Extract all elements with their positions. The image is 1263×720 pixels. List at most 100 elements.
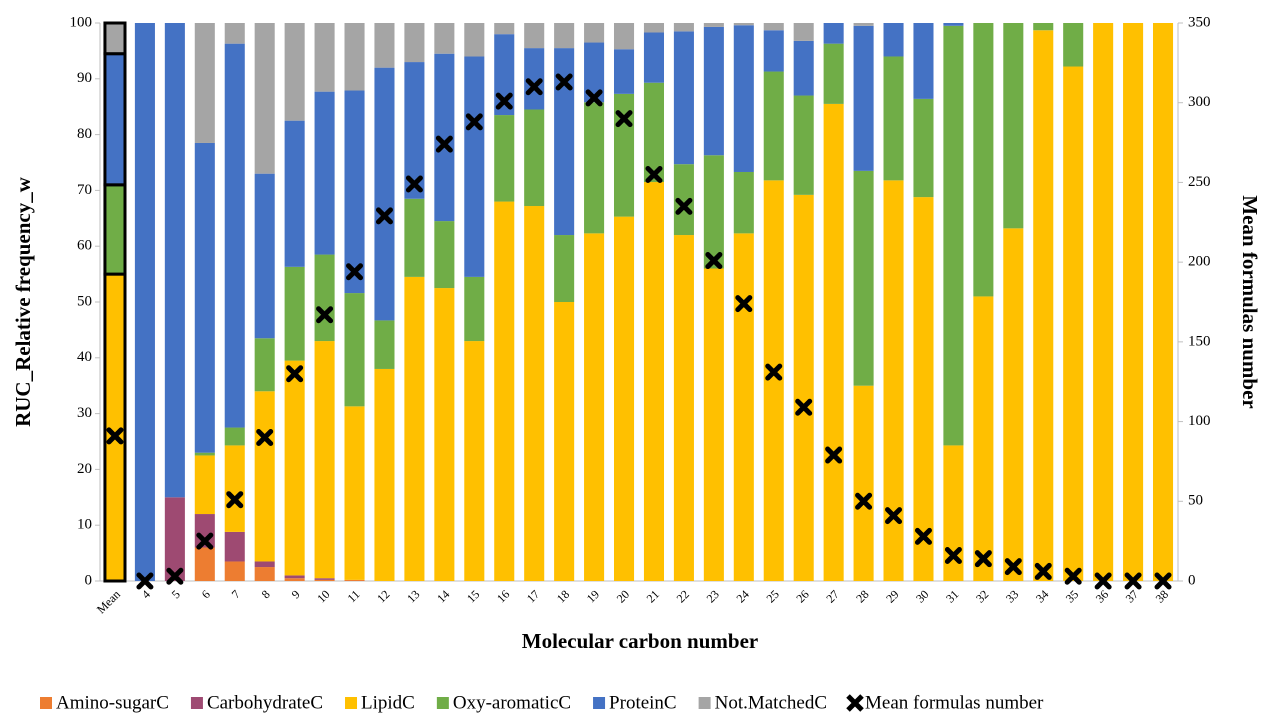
- bar-segment: [164, 497, 185, 581]
- legend-label: Oxy-aromaticC: [453, 692, 571, 713]
- marker: [885, 507, 903, 525]
- x-tick-label: 10: [314, 587, 332, 605]
- bar-segment: [913, 23, 934, 99]
- bar-segment: [823, 103, 844, 581]
- y-tick-label: 20: [77, 461, 92, 477]
- bar-segment: [224, 445, 245, 532]
- marker: [136, 572, 154, 590]
- bar-segment: [943, 445, 964, 581]
- x-tick-label: 37: [1123, 587, 1141, 605]
- y-tick-label: 40: [77, 349, 92, 365]
- bar-segment: [374, 368, 395, 581]
- legend-marker: [846, 694, 864, 712]
- bar-segment: [643, 23, 665, 33]
- x-tick-label: 16: [494, 587, 512, 605]
- bar-segment: [524, 206, 545, 582]
- bar-segment: [103, 272, 127, 583]
- bar-segment: [733, 25, 754, 172]
- legend-label: Mean formulas number: [865, 692, 1044, 713]
- bar-segment: [314, 91, 335, 255]
- bar-segment: [284, 120, 305, 267]
- y-tick-label: 60: [77, 238, 92, 254]
- bar-segment: [703, 155, 724, 269]
- x-tick-label: 11: [345, 587, 363, 605]
- marker: [226, 491, 244, 509]
- bar-segment: [883, 180, 904, 581]
- bar-segment: [883, 23, 904, 57]
- marker: [435, 135, 453, 153]
- marker: [106, 427, 124, 445]
- bar-segment: [103, 183, 127, 276]
- marker: [166, 567, 184, 585]
- marker: [1094, 572, 1112, 590]
- x-tick-label: 23: [704, 587, 722, 605]
- bar-segment: [913, 197, 934, 581]
- bar-segment: [673, 23, 694, 32]
- marker: [645, 165, 663, 183]
- bar-segment: [374, 320, 395, 369]
- bar-segment: [613, 49, 635, 94]
- bar-segment: [643, 182, 665, 581]
- x-tick-label: 6: [199, 587, 213, 601]
- marker: [196, 532, 214, 550]
- bar-segment: [374, 67, 395, 321]
- bar-segment: [703, 26, 724, 156]
- x-axis-title: Molecular carbon number: [522, 629, 758, 653]
- legend-swatch: [436, 697, 449, 709]
- x-tick-label: 12: [374, 587, 392, 605]
- marker: [405, 175, 423, 193]
- bar-segment: [584, 233, 605, 581]
- bar-segment: [853, 385, 874, 581]
- bar-segment: [434, 221, 455, 289]
- marker: [555, 73, 573, 91]
- marker: [974, 550, 992, 568]
- y-tick-label: 0: [85, 572, 93, 588]
- y-tick-label: 100: [70, 14, 93, 30]
- bar-segment: [733, 23, 754, 26]
- marker: [1064, 567, 1082, 585]
- bar-segment: [314, 23, 335, 92]
- x-tick-label: 13: [404, 587, 422, 605]
- bar-segment: [943, 23, 964, 26]
- bar-segment: [254, 23, 275, 174]
- bar-segment: [404, 23, 425, 63]
- bar-segment: [554, 235, 575, 302]
- bar-segment: [404, 62, 425, 199]
- x-tick-label: 9: [289, 587, 303, 601]
- bar-segment: [224, 23, 245, 44]
- bar-segment: [823, 23, 844, 44]
- marker: [1124, 572, 1142, 590]
- marker: [465, 113, 483, 131]
- bar-segment: [254, 561, 275, 568]
- marker: [286, 365, 304, 383]
- x-tick-label: 30: [913, 587, 931, 605]
- y2-tick-label: 0: [1188, 572, 1196, 588]
- x-tick-label: 36: [1093, 587, 1111, 605]
- y2-tick-label: 100: [1188, 413, 1211, 429]
- x-tick-label: 33: [1003, 587, 1021, 605]
- y-tick-label: 10: [77, 517, 92, 533]
- x-tick-label: 8: [259, 587, 273, 601]
- bar-segment: [973, 23, 994, 297]
- y-tick-label: 50: [77, 293, 92, 309]
- bar-segment: [284, 23, 305, 121]
- bar-segment: [913, 98, 934, 198]
- bar-segment: [464, 56, 485, 277]
- marker: [944, 546, 962, 564]
- bar-segment: [494, 201, 515, 581]
- bar-segment: [703, 268, 724, 581]
- bar-segment: [673, 235, 694, 582]
- bar-segment: [853, 25, 874, 171]
- x-tick-label: 34: [1033, 587, 1051, 605]
- x-tick-label: Mean: [94, 587, 123, 616]
- legend-label: Not.MatchedC: [715, 692, 827, 713]
- bar-segment: [254, 391, 275, 562]
- y2-tick-label: 50: [1188, 493, 1203, 509]
- bar-segment: [464, 276, 485, 342]
- bar-segment: [793, 40, 814, 96]
- marker: [525, 78, 543, 96]
- bar-segment: [464, 341, 485, 581]
- y-tick-label: 80: [77, 126, 92, 142]
- x-tick-label: 20: [614, 587, 632, 605]
